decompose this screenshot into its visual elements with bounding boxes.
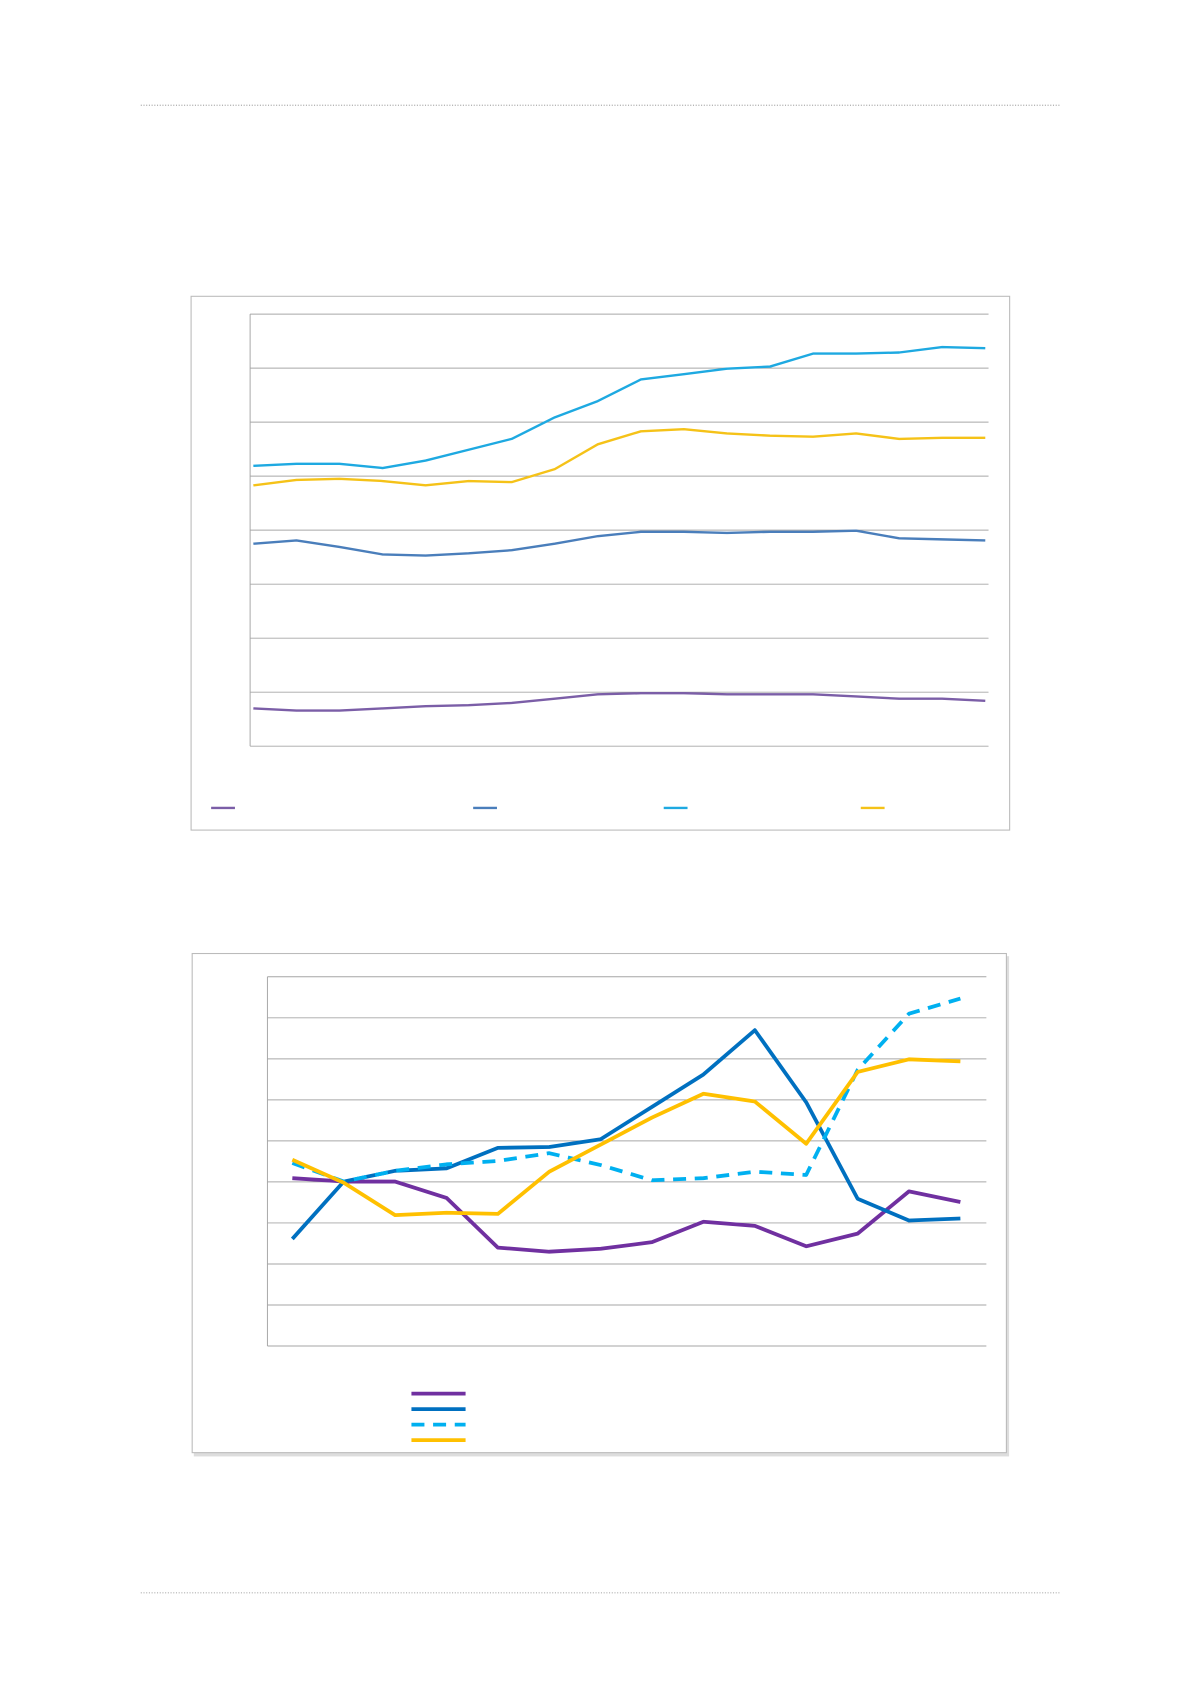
series-line (291, 1057, 961, 1218)
series-line (253, 345, 986, 470)
series-line (253, 692, 986, 712)
series-line (253, 427, 986, 487)
series-line (292, 1176, 961, 1254)
chart-frame (191, 952, 1007, 1454)
chart-frame (190, 295, 1011, 831)
series-line (291, 996, 961, 1184)
series-line (253, 529, 986, 557)
